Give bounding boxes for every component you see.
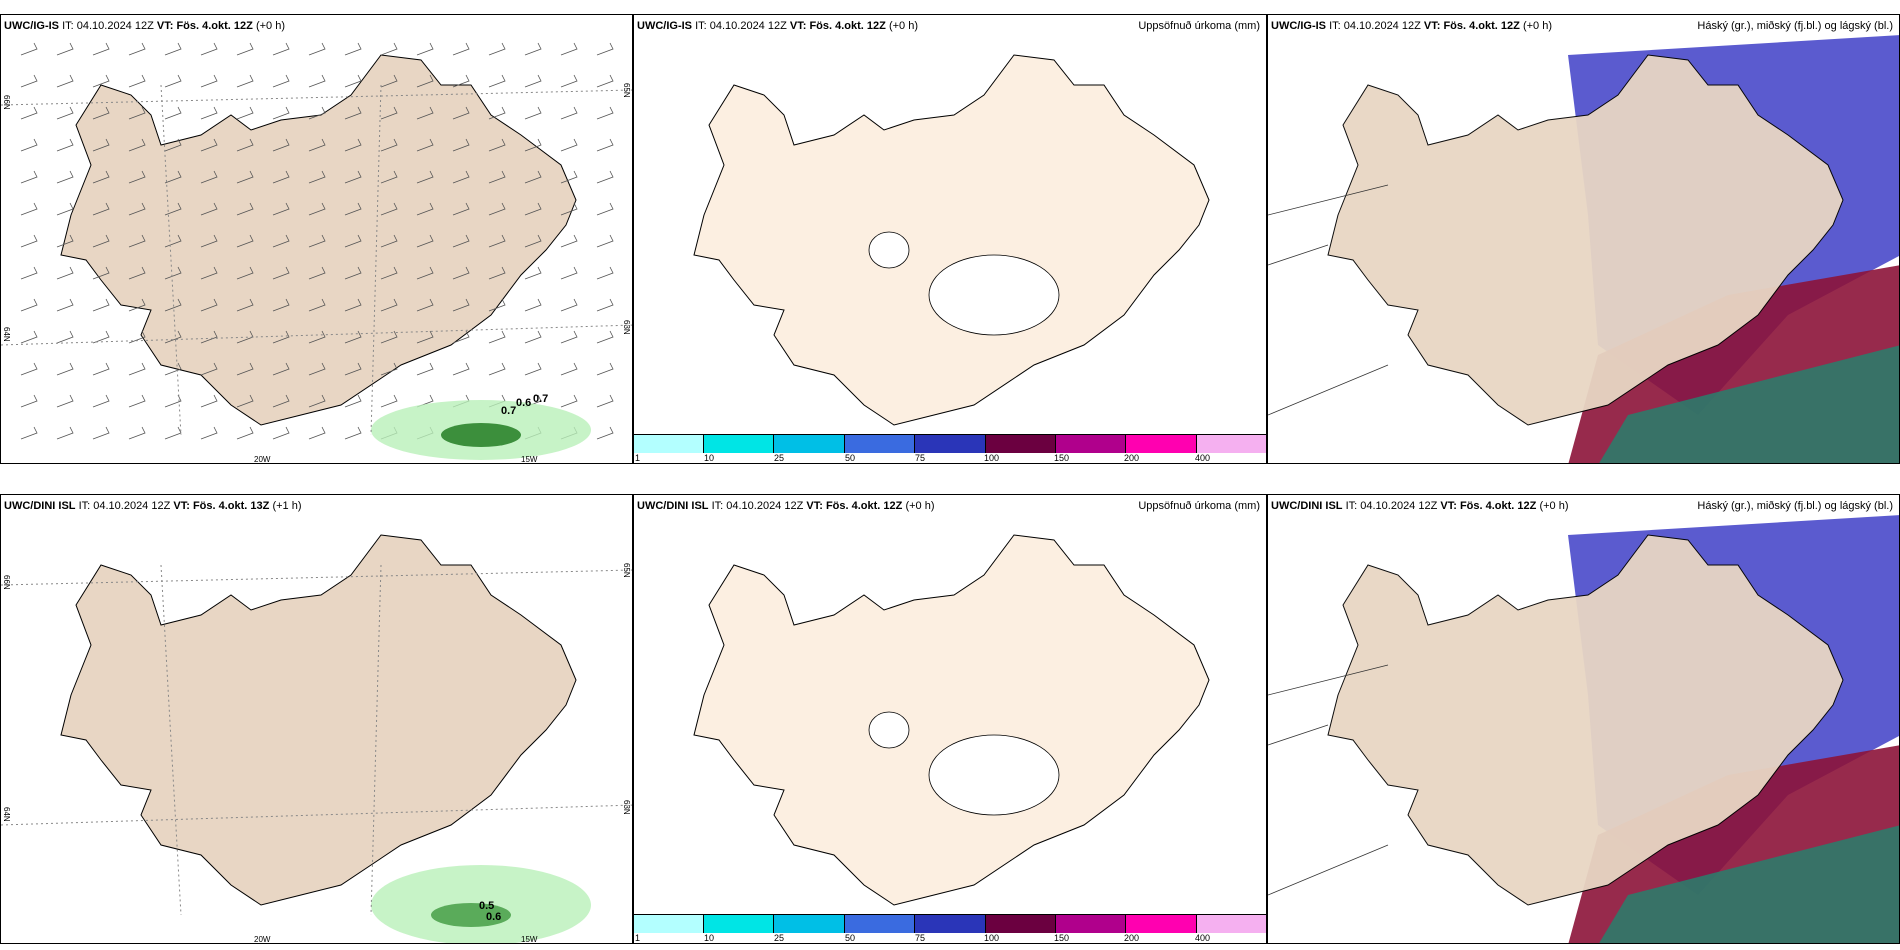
panel-bot-left: UWC/DINI ISL IT: 04.10.2024 12Z VT: Fös.…: [0, 494, 633, 944]
panel-header: UWC/IG-IS IT: 04.10.2024 12Z VT: Fös. 4.…: [1271, 20, 1552, 32]
panel-title: Uppsöfnuð úrkoma (mm): [1138, 20, 1260, 32]
precip-label: 0.5: [479, 900, 495, 912]
panel-header: UWC/IG-IS IT: 04.10.2024 12Z VT: Fös. 4.…: [4, 20, 285, 32]
precip-map: [693, 54, 1210, 426]
colorbar-tick: 25: [774, 453, 785, 463]
panel-top-left: UWC/IG-IS IT: 04.10.2024 12Z VT: Fös. 4.…: [0, 14, 633, 464]
panel-title: Uppsöfnuð úrkoma (mm): [1138, 500, 1260, 512]
panel-bot-right: UWC/DINI ISL IT: 04.10.2024 12Z VT: Fös.…: [1267, 494, 1900, 944]
lat-label: 65N: [622, 83, 631, 98]
colorbar-tick: 50: [845, 933, 856, 943]
colorbar-tick: 400: [1195, 453, 1211, 463]
panel-header: UWC/DINI ISL IT: 04.10.2024 12Z VT: Fös.…: [4, 500, 302, 512]
colorbar-seg: [915, 915, 986, 933]
colorbar-seg: [704, 915, 774, 933]
lat-label: 63N: [622, 800, 631, 815]
colorbar: [634, 914, 1266, 933]
colorbar-seg: [634, 435, 704, 453]
precip-label: 0.6: [486, 911, 502, 923]
lat-label: 64N: [2, 327, 11, 342]
colorbar-seg: [1126, 435, 1197, 453]
colorbar-seg: [704, 435, 774, 453]
lon-label: 15W: [521, 935, 538, 944]
colorbar: [634, 434, 1266, 453]
colorbar-seg: [1197, 915, 1266, 933]
cloud-map: [1268, 515, 1899, 943]
colorbar-tick: 200: [1124, 453, 1140, 463]
colorbar-tick: 1: [635, 933, 641, 943]
lat-label: 63N: [622, 320, 631, 335]
colorbar-seg: [1056, 435, 1126, 453]
colorbar-tick: 150: [1054, 933, 1070, 943]
lon-label: 20W: [254, 935, 271, 944]
colorbar-seg: [774, 435, 845, 453]
colorbar-tick: 50: [845, 453, 856, 463]
colorbar-tick: 75: [915, 933, 926, 943]
colorbar-tick: 100: [984, 453, 1000, 463]
lat-label: 66N: [2, 575, 11, 590]
panel-header: UWC/DINI ISL IT: 04.10.2024 12Z VT: Fös.…: [637, 500, 935, 512]
panel-top-mid: UWC/IG-IS IT: 04.10.2024 12Z VT: Fös. 4.…: [633, 14, 1267, 464]
colorbar-tick: 1: [635, 453, 641, 463]
lat-label: 65N: [622, 563, 631, 578]
precip-label: 0.6: [516, 397, 532, 409]
precip-map: [693, 534, 1210, 906]
lat-label: 64N: [2, 807, 11, 822]
panel-header: UWC/DINI ISL IT: 04.10.2024 12Z VT: Fös.…: [1271, 500, 1569, 512]
colorbar-tick: 10: [704, 453, 715, 463]
lat-label: 66N: [2, 95, 11, 110]
wind-barbs: [20, 42, 614, 440]
colorbar-seg: [1197, 435, 1266, 453]
wind-map: [1, 534, 632, 943]
colorbar-tick: 150: [1054, 453, 1070, 463]
colorbar-seg: [845, 915, 915, 933]
panel-top-right: UWC/IG-IS IT: 04.10.2024 12Z VT: Fös. 4.…: [1267, 14, 1900, 464]
panel-title: Háský (gr.), miðský (fj.bl.) og lágský (…: [1697, 500, 1893, 512]
panel-title: Háský (gr.), miðský (fj.bl.) og lágský (…: [1697, 20, 1893, 32]
precip-label: 0.7: [533, 393, 549, 405]
colorbar-tick: 200: [1124, 933, 1140, 943]
colorbar-tick: 10: [704, 933, 715, 943]
colorbar-tick: 25: [774, 933, 785, 943]
colorbar-seg: [1056, 915, 1126, 933]
lon-label: 15W: [521, 455, 538, 464]
colorbar-seg: [915, 435, 986, 453]
colorbar-seg: [634, 915, 704, 933]
precip-label: 0.7: [501, 405, 517, 417]
colorbar-tick: 100: [984, 933, 1000, 943]
colorbar-tick: 75: [915, 453, 926, 463]
lon-label: 20W: [254, 455, 271, 464]
colorbar-seg: [986, 435, 1056, 453]
colorbar-seg: [774, 915, 845, 933]
cloud-map: [1268, 35, 1899, 463]
panel-bot-mid: UWC/DINI ISL IT: 04.10.2024 12Z VT: Fös.…: [633, 494, 1267, 944]
colorbar-seg: [986, 915, 1056, 933]
colorbar-seg: [1126, 915, 1197, 933]
colorbar-tick: 400: [1195, 933, 1211, 943]
panel-header: UWC/IG-IS IT: 04.10.2024 12Z VT: Fös. 4.…: [637, 20, 918, 32]
wind-map: [1, 42, 632, 460]
colorbar-seg: [845, 435, 915, 453]
